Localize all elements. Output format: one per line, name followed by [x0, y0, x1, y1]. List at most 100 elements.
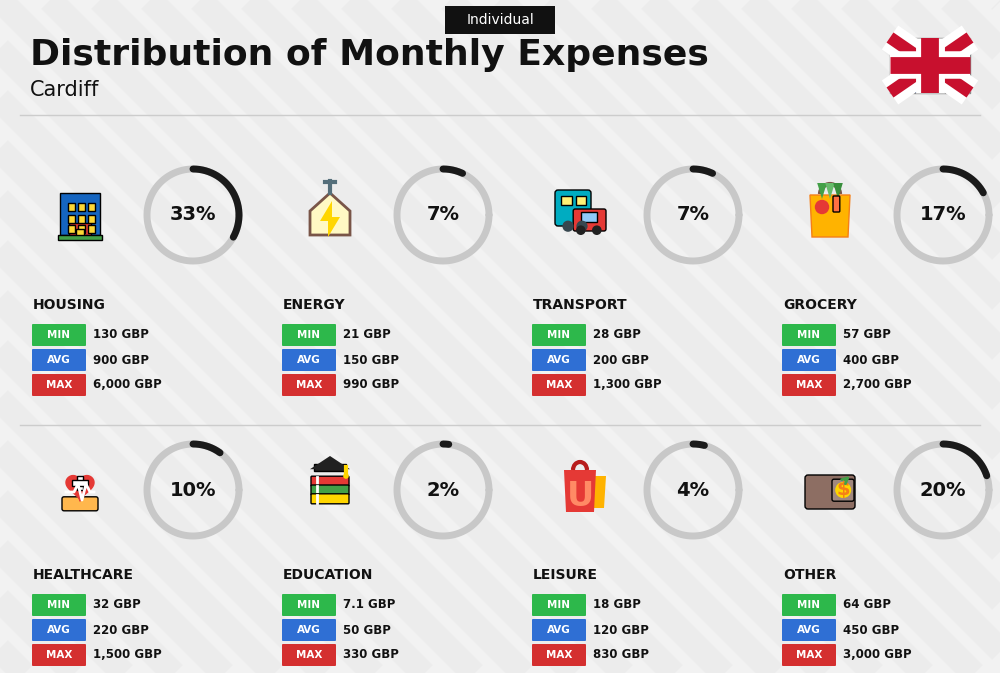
Text: LEISURE: LEISURE	[533, 568, 598, 582]
Text: 28 GBP: 28 GBP	[593, 328, 641, 341]
FancyBboxPatch shape	[532, 374, 586, 396]
FancyBboxPatch shape	[532, 324, 586, 346]
FancyBboxPatch shape	[282, 374, 336, 396]
Text: TRANSPORT: TRANSPORT	[533, 298, 628, 312]
FancyBboxPatch shape	[890, 38, 970, 92]
Text: AVG: AVG	[297, 625, 321, 635]
Text: MAX: MAX	[46, 380, 72, 390]
FancyBboxPatch shape	[555, 190, 591, 226]
Text: U: U	[566, 479, 594, 513]
FancyBboxPatch shape	[532, 594, 586, 616]
FancyBboxPatch shape	[32, 594, 86, 616]
Text: 18 GBP: 18 GBP	[593, 598, 641, 612]
Text: AVG: AVG	[797, 355, 821, 365]
FancyBboxPatch shape	[532, 644, 586, 666]
Text: 2%: 2%	[426, 481, 460, 499]
Text: 6,000 GBP: 6,000 GBP	[93, 378, 162, 392]
Circle shape	[562, 221, 574, 232]
Polygon shape	[833, 183, 843, 199]
Polygon shape	[66, 476, 94, 501]
FancyBboxPatch shape	[282, 349, 336, 371]
Text: 7%: 7%	[676, 205, 710, 225]
FancyBboxPatch shape	[88, 203, 95, 211]
Text: 400 GBP: 400 GBP	[843, 353, 899, 367]
Text: MIN: MIN	[798, 600, 820, 610]
Text: AVG: AVG	[547, 625, 571, 635]
FancyBboxPatch shape	[311, 485, 349, 495]
Text: MAX: MAX	[46, 650, 72, 660]
Text: 900 GBP: 900 GBP	[93, 353, 149, 367]
FancyBboxPatch shape	[77, 476, 83, 490]
Text: 4%: 4%	[676, 481, 710, 499]
FancyBboxPatch shape	[445, 6, 555, 34]
Text: 1,500 GBP: 1,500 GBP	[93, 649, 162, 662]
Text: 10%: 10%	[170, 481, 216, 499]
Text: MAX: MAX	[546, 650, 572, 660]
FancyBboxPatch shape	[32, 619, 86, 641]
Text: 3,000 GBP: 3,000 GBP	[843, 649, 912, 662]
Text: 2,700 GBP: 2,700 GBP	[843, 378, 912, 392]
Polygon shape	[310, 193, 350, 235]
FancyBboxPatch shape	[782, 594, 836, 616]
Text: 33%: 33%	[170, 205, 216, 225]
Text: MIN: MIN	[298, 330, 320, 340]
FancyBboxPatch shape	[58, 235, 102, 240]
Circle shape	[815, 200, 829, 214]
Polygon shape	[310, 456, 350, 469]
Text: MAX: MAX	[296, 380, 322, 390]
FancyBboxPatch shape	[311, 476, 349, 486]
FancyBboxPatch shape	[832, 479, 854, 501]
FancyBboxPatch shape	[561, 196, 572, 205]
Text: 130 GBP: 130 GBP	[93, 328, 149, 341]
FancyBboxPatch shape	[76, 229, 84, 237]
Polygon shape	[810, 195, 850, 237]
FancyBboxPatch shape	[782, 619, 836, 641]
Circle shape	[576, 225, 586, 235]
FancyBboxPatch shape	[282, 644, 336, 666]
FancyBboxPatch shape	[88, 215, 95, 223]
Text: AVG: AVG	[47, 355, 71, 365]
FancyBboxPatch shape	[68, 203, 75, 211]
Text: Distribution of Monthly Expenses: Distribution of Monthly Expenses	[30, 38, 709, 72]
Text: MAX: MAX	[296, 650, 322, 660]
Text: MAX: MAX	[796, 650, 822, 660]
FancyBboxPatch shape	[32, 374, 86, 396]
Text: AVG: AVG	[797, 625, 821, 635]
FancyBboxPatch shape	[68, 215, 75, 223]
Text: AVG: AVG	[47, 625, 71, 635]
FancyBboxPatch shape	[32, 349, 86, 371]
FancyBboxPatch shape	[88, 225, 95, 233]
Text: 7%: 7%	[426, 205, 460, 225]
FancyBboxPatch shape	[782, 324, 836, 346]
FancyBboxPatch shape	[78, 225, 85, 233]
FancyBboxPatch shape	[60, 193, 100, 235]
Text: Individual: Individual	[466, 13, 534, 27]
FancyBboxPatch shape	[282, 594, 336, 616]
FancyBboxPatch shape	[782, 644, 836, 666]
Text: 17%: 17%	[920, 205, 966, 225]
Circle shape	[576, 221, 588, 232]
Circle shape	[835, 482, 851, 498]
Polygon shape	[580, 476, 606, 508]
Text: 21 GBP: 21 GBP	[343, 328, 391, 341]
FancyBboxPatch shape	[573, 209, 606, 231]
Text: MIN: MIN	[798, 330, 820, 340]
Text: 330 GBP: 330 GBP	[343, 649, 399, 662]
Text: MIN: MIN	[298, 600, 320, 610]
Text: 450 GBP: 450 GBP	[843, 623, 899, 637]
FancyBboxPatch shape	[69, 223, 91, 235]
Text: MIN: MIN	[548, 600, 570, 610]
Text: 20%: 20%	[920, 481, 966, 499]
FancyBboxPatch shape	[78, 203, 85, 211]
FancyBboxPatch shape	[32, 644, 86, 666]
Text: 200 GBP: 200 GBP	[593, 353, 649, 367]
Text: MIN: MIN	[548, 330, 570, 340]
FancyBboxPatch shape	[68, 225, 75, 233]
FancyBboxPatch shape	[78, 215, 85, 223]
Text: 7.1 GBP: 7.1 GBP	[343, 598, 395, 612]
Circle shape	[592, 225, 602, 235]
FancyBboxPatch shape	[782, 349, 836, 371]
FancyBboxPatch shape	[62, 497, 98, 511]
Text: 32 GBP: 32 GBP	[93, 598, 141, 612]
Polygon shape	[564, 470, 596, 512]
